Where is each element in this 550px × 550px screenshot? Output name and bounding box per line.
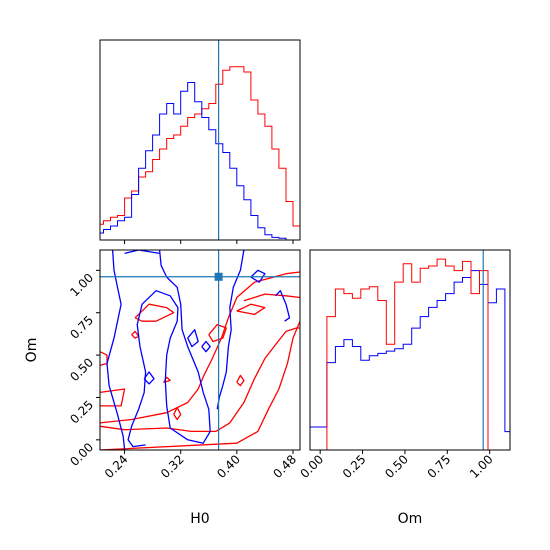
contour-blue-8: [274, 290, 291, 322]
contour-red-3: [100, 388, 126, 407]
contour-blue-6: [143, 371, 155, 385]
contour-red-0: [100, 271, 300, 424]
histogram-h0-blue-series: [100, 82, 300, 240]
contour-blue-7: [201, 340, 211, 353]
contour-blue-1: [127, 250, 211, 448]
y-axis-label-om: Om: [24, 338, 40, 363]
contour-blue-3: [124, 250, 160, 255]
contour-red-7: [236, 303, 266, 316]
contour-red-5: [134, 303, 175, 322]
truth-point: [214, 272, 223, 281]
contour-blue-4: [250, 269, 266, 283]
contour-panel-frame: [99, 249, 301, 451]
contour-red-6: [208, 323, 227, 343]
contour-red-11: [236, 374, 245, 387]
contour-red-10: [173, 406, 182, 421]
contour-blue-2: [216, 250, 245, 410]
contour-red-4: [100, 351, 108, 366]
x-axis-label-om: Om: [398, 511, 423, 527]
contour-blue-5: [187, 329, 199, 348]
histogram-om-red-series: [310, 258, 510, 450]
histogram-h0-panel: [99, 39, 301, 244]
contour-red-1: [100, 327, 300, 433]
contour-red-2: [100, 320, 300, 450]
x-axis-label-h0: H0: [190, 511, 209, 527]
contour-blue-0: [106, 250, 126, 450]
histogram-h0-frame: [99, 39, 301, 241]
histogram-om-frame: [309, 249, 511, 451]
